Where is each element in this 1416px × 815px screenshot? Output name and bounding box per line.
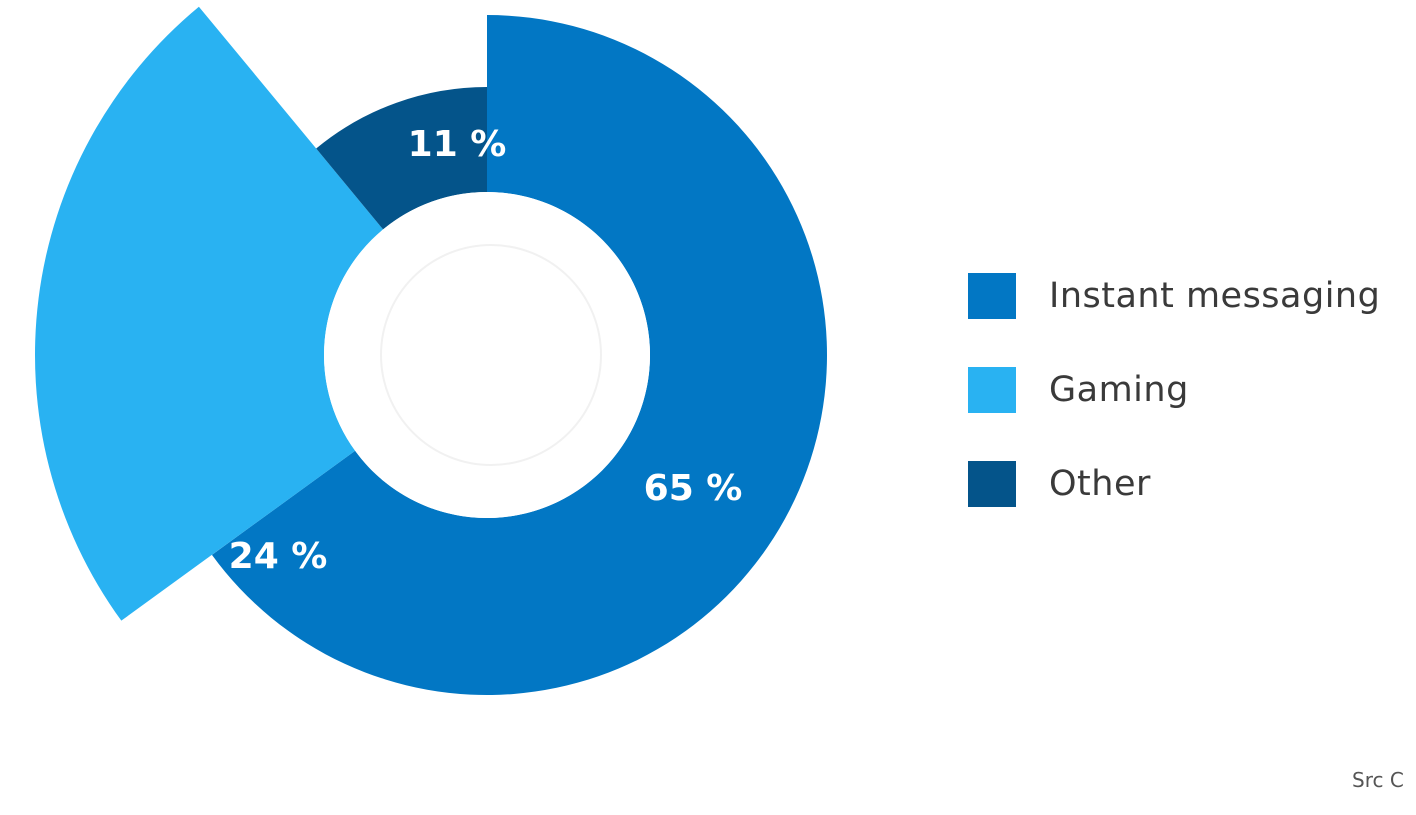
legend-swatch-instant-messaging	[968, 273, 1016, 319]
value-label-other: 11 %	[408, 124, 507, 165]
legend-swatch-other	[968, 461, 1016, 507]
legend-item-other: Other	[968, 458, 1380, 510]
chart-legend: Instant messaging Gaming Other	[968, 270, 1380, 552]
slice-gaming	[34, 6, 384, 621]
slice-other	[316, 87, 487, 230]
donut-hole-ring	[380, 244, 602, 466]
value-label-instant-messaging: 65 %	[644, 468, 743, 509]
legend-item-instant-messaging: Instant messaging	[968, 270, 1380, 322]
legend-swatch-gaming	[968, 367, 1016, 413]
slice-instant-messaging	[211, 15, 828, 695]
legend-label-gaming: Gaming	[1049, 370, 1189, 410]
legend-label-instant-messaging: Instant messaging	[1049, 276, 1381, 316]
legend-item-gaming: Gaming	[968, 364, 1380, 416]
value-label-gaming: 24 %	[229, 536, 328, 577]
donut-hole	[324, 192, 650, 518]
legend-label-other: Other	[1049, 464, 1151, 504]
source-note: Src C	[1352, 768, 1404, 792]
